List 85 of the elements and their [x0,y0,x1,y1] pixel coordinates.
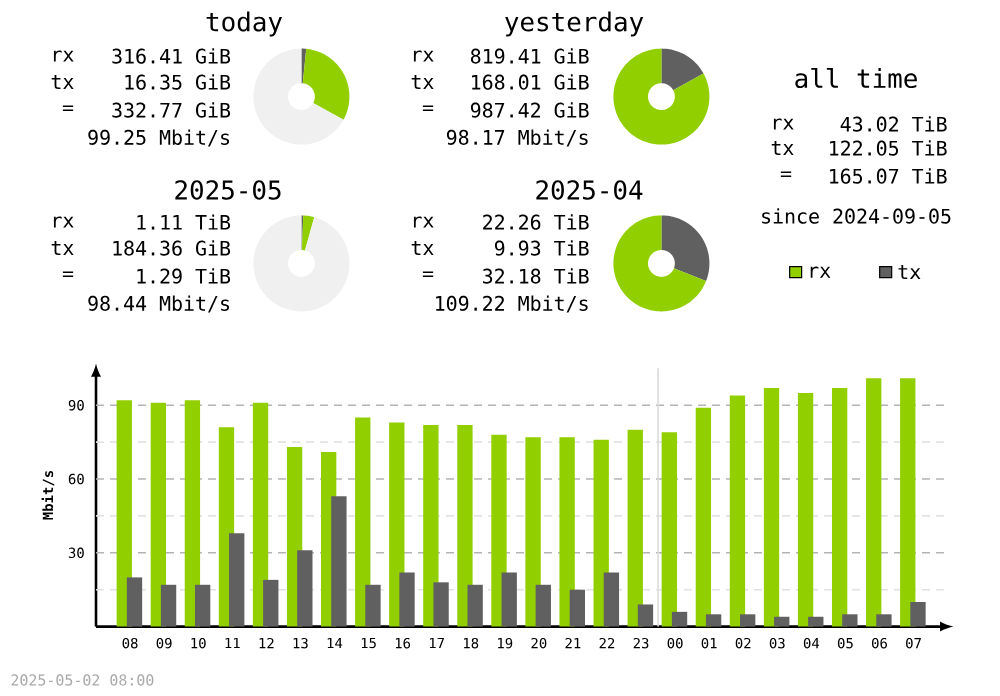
chart-title: today [206,11,282,37]
bar [705,614,722,627]
text: 9.93 TiB [494,240,589,256]
chart-title: 2025-04 [536,180,643,200]
bar [808,616,824,627]
text: tx [771,140,794,155]
bar [331,496,347,627]
text: 184.36 GiB [113,240,231,256]
bar [467,584,483,627]
bar [559,437,575,627]
text: 16.35 GiB [125,74,231,90]
text: tx [411,74,434,89]
legend-label: rx [810,266,831,278]
bar [535,584,551,627]
bar [695,407,712,627]
bar [797,392,814,627]
text: rx [53,50,74,62]
text: 316.41 GiB [112,48,231,64]
bar [671,611,688,627]
bar [763,387,780,627]
bar [910,602,926,627]
bar [399,572,415,627]
bar [433,582,449,627]
text: = [422,105,434,112]
text: rx [413,50,434,62]
bar [876,614,892,627]
bar [365,584,381,627]
text: = [422,271,434,278]
text: all time [795,67,917,89]
text: = [780,171,792,178]
bar [525,437,541,627]
bar [774,616,790,627]
bar [866,378,882,627]
text: rx [773,118,794,130]
text: 98.17 Mbit/s [446,129,588,147]
bar [831,387,848,627]
text: tx [51,74,74,89]
text: 819.41 GiB [470,48,589,64]
text: 1.11 TiB [137,214,231,230]
text: 32.18 TiB [483,268,589,284]
bar [637,604,654,627]
bar [729,395,746,627]
text: 22.26 TiB [483,214,589,230]
text: 332.77 GiB [112,102,231,118]
text: 43.02 TiB [840,116,947,132]
bar [740,614,756,627]
bar [569,589,586,627]
bar [661,432,677,627]
chart-title: 2025-05 [175,180,281,200]
text: 99.25 Mbit/s [88,129,230,147]
text: 168.01 GiB [472,74,589,90]
bar [229,533,245,627]
bar [627,429,643,627]
text: tx [411,240,434,255]
chart-title: yesterday [505,11,644,37]
bar [900,378,916,627]
bar [603,572,620,627]
text: 109.22 Mbit/s [436,295,588,313]
bar [297,550,313,627]
bar [126,577,143,627]
bar [150,402,167,627]
text: 122.05 TiB [830,140,947,156]
text: = [62,105,74,112]
text: 165.07 TiB [830,168,947,184]
text: 1.29 TiB [137,268,231,284]
bar [842,614,858,627]
text: since 2024-09-05 [762,208,951,224]
legend-label: tx [898,265,921,280]
text: rx [53,216,74,228]
bar [423,424,439,627]
bar [194,584,211,627]
bar [457,424,473,627]
bar [501,572,517,627]
bar [116,400,132,627]
bar [263,579,279,627]
bar [252,402,269,627]
bar [184,400,201,627]
text: = [62,271,74,278]
text: 98.44 Mbit/s [88,295,230,313]
text: tx [51,240,74,255]
bar [491,434,507,627]
bar [355,417,371,627]
bar [160,584,177,627]
text: 987.42 GiB [470,102,589,118]
text: rx [413,216,434,228]
